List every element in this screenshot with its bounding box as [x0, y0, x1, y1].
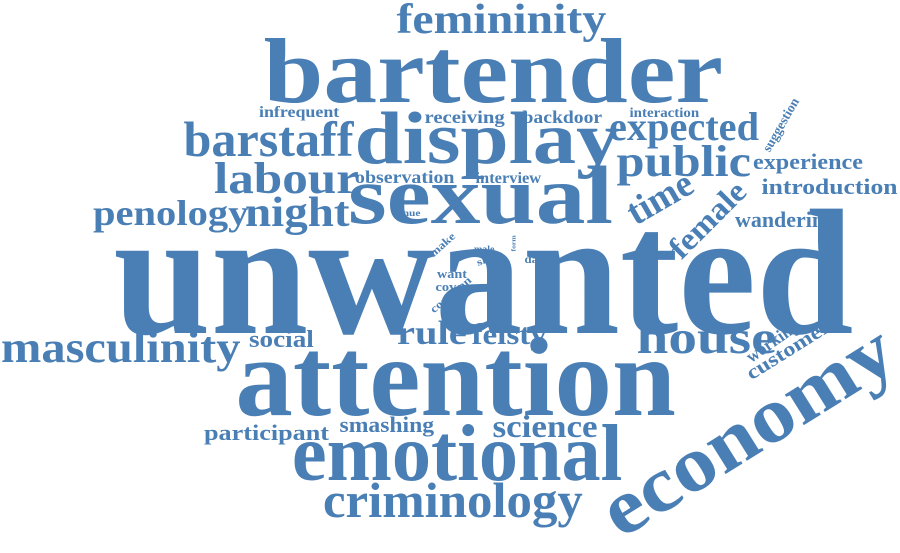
word-labour: labour: [213, 152, 359, 203]
word-experience: experience: [753, 149, 863, 174]
word-wandering: wandering: [735, 207, 835, 232]
word-suggestion: suggestion: [759, 94, 803, 154]
word-expected: expected: [609, 104, 759, 149]
word-bartender: bartender: [263, 20, 723, 122]
word-barstaff: barstaff: [182, 111, 353, 167]
word-interaction: interaction: [629, 104, 699, 120]
word-observation: observation: [355, 167, 455, 187]
word-attention: attention: [234, 316, 676, 440]
word-rule: rule: [397, 315, 467, 352]
word-participant: participant: [203, 420, 329, 445]
word-penology: penology: [92, 193, 248, 233]
word-science: science: [492, 408, 598, 444]
word-masculinity: masculinity: [1, 321, 241, 372]
word-social: social: [248, 325, 314, 353]
word-criminology: criminology: [322, 472, 583, 528]
word-emotional: emotional: [291, 408, 623, 498]
word-public: public: [616, 135, 752, 186]
word-backdoor: backdoor: [522, 107, 602, 127]
word-house: house: [636, 311, 776, 364]
word-night: night: [244, 188, 350, 236]
word-smashing: smashing: [339, 412, 435, 437]
word-sexual: sexual: [347, 148, 613, 241]
word-strategies: strategies: [580, 249, 597, 316]
word-introduction: introduction: [760, 174, 898, 199]
word-display: display: [354, 97, 620, 179]
word-receiving: receiving: [423, 107, 505, 127]
word-cover: cover: [435, 280, 469, 294]
word-femininity: femininity: [396, 0, 606, 43]
word-want: want: [436, 267, 468, 281]
word-form: form: [510, 234, 518, 251]
word-interview: interview: [474, 170, 541, 187]
word-male: male: [473, 243, 495, 254]
word-data: data: [523, 253, 549, 266]
word-feisty: feisty: [471, 318, 547, 351]
word-venue: venue: [391, 207, 421, 218]
word-unwanted: unwanted: [112, 172, 854, 372]
word-infrequent: infrequent: [258, 104, 340, 121]
